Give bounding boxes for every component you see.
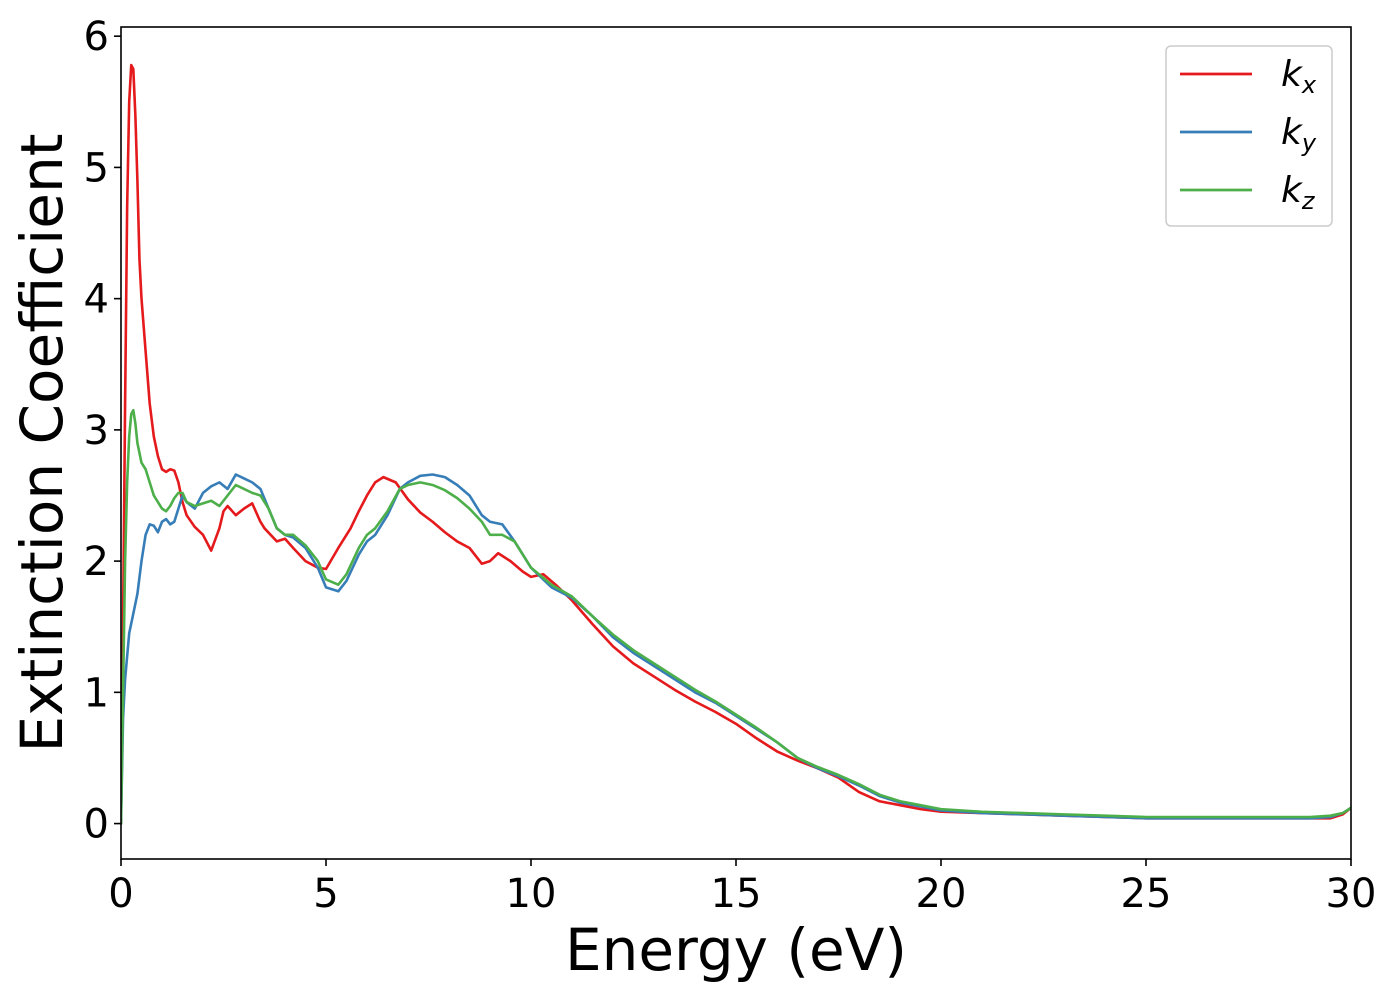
- plot-lines: [121, 63, 1351, 825]
- legend-label-kz: kz: [1281, 170, 1316, 215]
- x-tick-label: 15: [711, 871, 762, 917]
- legend-box: [1165, 45, 1333, 227]
- y-tick-label: 6: [84, 14, 109, 60]
- y-tick-label: 4: [84, 277, 109, 323]
- legend: kx ky kz: [1165, 45, 1333, 227]
- y-tick-label: 5: [84, 145, 109, 191]
- x-tick-label: 20: [916, 871, 967, 917]
- x-axis-ticks: 0 5 10 15 20 25 30: [108, 859, 1376, 917]
- y-axis-title: Extinction Coefficient: [8, 134, 76, 753]
- legend-label-ky: ky: [1281, 112, 1317, 157]
- series-line-kx: [121, 63, 1351, 825]
- x-tick-label: 10: [506, 871, 557, 917]
- y-tick-label: 2: [84, 539, 109, 585]
- x-tick-label: 30: [1326, 871, 1377, 917]
- y-tick-label: 0: [84, 802, 109, 848]
- series-line-kz: [121, 408, 1351, 825]
- y-tick-label: 1: [84, 670, 109, 716]
- y-tick-label: 3: [84, 408, 109, 454]
- x-tick-label: 0: [108, 871, 133, 917]
- x-axis-title: Energy (eV): [565, 916, 907, 984]
- y-axis-ticks: 0 1 2 3 4 5 6: [84, 14, 121, 848]
- x-tick-label: 5: [313, 871, 338, 917]
- x-tick-label: 25: [1121, 871, 1172, 917]
- series-line-ky: [121, 473, 1351, 825]
- legend-label-kx: kx: [1281, 54, 1317, 99]
